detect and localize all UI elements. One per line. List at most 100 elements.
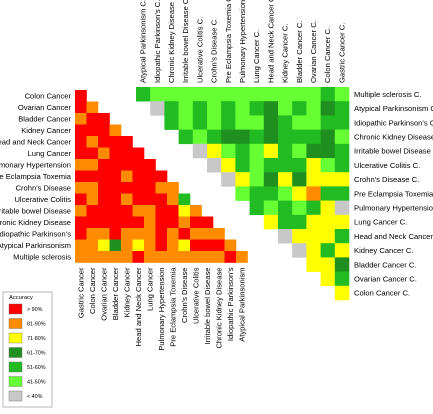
- heatmap-cell: [278, 115, 293, 130]
- legend-label: 81-90%: [27, 322, 46, 328]
- heatmap-cell: [75, 228, 87, 240]
- heatmap-cell: [121, 182, 133, 194]
- heatmap-cell: [201, 228, 214, 240]
- heatmap-cell: [98, 136, 110, 148]
- heatmap-cell: [334, 257, 350, 272]
- heatmap-cell: [86, 159, 99, 171]
- heatmap-cell: [178, 87, 194, 102]
- heatmap-cell: [306, 158, 321, 173]
- heatmap-cell: [320, 214, 336, 230]
- row-label: Ovarian Cancer C.: [354, 275, 417, 284]
- heatmap-cell: [334, 143, 350, 159]
- heatmap-cell: [109, 136, 122, 148]
- heatmap-cell: [249, 87, 265, 102]
- heatmap-cell: [86, 136, 99, 148]
- heatmap-cell: [167, 205, 179, 217]
- upper-col-labels: Atypical Parkinsonism C. Idiopathic Parki…: [139, 0, 347, 83]
- heatmap-cell: [109, 124, 122, 137]
- legend-label: 41-50%: [27, 380, 46, 386]
- legend-title: Accuracy: [9, 295, 33, 301]
- heatmap-cell: [75, 147, 87, 160]
- heatmap-cell: [263, 158, 279, 173]
- row-label: Colon Cancer: [25, 92, 72, 101]
- heatmap-cell: [144, 251, 156, 263]
- heatmap-cell: [155, 205, 168, 217]
- col-label: Pre Eclampsia Toxemia C.: [224, 0, 233, 83]
- heatmap-cell: [249, 186, 265, 201]
- heatmap-cell: [98, 228, 110, 240]
- heatmap-cell: [306, 115, 321, 130]
- row-label: Chronic Kidney Disease: [0, 218, 71, 227]
- heatmap-cell: [221, 143, 236, 159]
- heatmap-cell: [249, 158, 265, 173]
- row-label: Ulcerative Colitis C.: [354, 161, 420, 170]
- heatmap-cell: [334, 115, 350, 130]
- row-label: Head and Neck Cancer C.: [354, 232, 433, 241]
- heatmap-cell: [221, 101, 236, 116]
- heatmap-cell: [320, 158, 336, 173]
- col-label: Atypical Parkinsonism C.: [139, 0, 148, 83]
- legend-label: 51-60%: [27, 365, 46, 371]
- heatmap-cell: [292, 87, 307, 102]
- heatmap-cell: [213, 251, 225, 263]
- heatmap-cell: [164, 101, 179, 116]
- heatmap-cell: [109, 251, 122, 263]
- heatmap-cell: [98, 124, 110, 137]
- heatmap-cell: [75, 170, 87, 183]
- row-label: Pre Eclampsia Toxemia C.: [354, 189, 433, 198]
- col-label: Chronic Kidney Disease: [214, 268, 223, 349]
- heatmap-cell: [75, 124, 87, 137]
- heatmap-cell: [320, 257, 336, 272]
- heatmap-cell: [207, 115, 222, 130]
- heatmap-cell: [132, 216, 145, 229]
- heatmap-cell: [178, 239, 191, 252]
- row-label: Lung Cancer: [28, 149, 72, 158]
- heatmap-cell: [249, 143, 265, 159]
- heatmap-cell: [98, 193, 110, 206]
- legend-swatch: [8, 390, 23, 402]
- col-label: Ovarian Cancer C.: [309, 20, 318, 83]
- heatmap-cell: [155, 193, 168, 206]
- heatmap-cell: [201, 239, 214, 252]
- row-label: Colon Cancer C.: [354, 289, 410, 298]
- heatmap-cell: [292, 143, 307, 159]
- heatmap-cell: [292, 186, 307, 201]
- heatmap-cell: [132, 205, 145, 217]
- col-label: Colon Cancer: [88, 267, 97, 314]
- heatmap-cell: [320, 172, 336, 187]
- heatmap-cell: [192, 101, 208, 116]
- heatmap-cell: [75, 205, 87, 217]
- heatmap-cell: [190, 251, 202, 263]
- heatmap-cell: [164, 87, 179, 102]
- upper-row-labels: Multiple sclerosis C. Atypical Parkinsoni…: [354, 90, 433, 298]
- col-label: Chronic Kidney Disease C.: [167, 0, 176, 83]
- col-label: Irritable bowel Disease: [203, 268, 212, 345]
- heatmap-cell: [75, 113, 87, 125]
- heatmap-cell: [263, 115, 279, 130]
- row-label: Idiopathic Parkinson's: [0, 230, 71, 239]
- heatmap-cell: [334, 243, 350, 258]
- heatmap-cell: [334, 172, 350, 187]
- heatmap-cell: [235, 143, 250, 159]
- row-label: Atypical Parkinsonism: [0, 241, 71, 250]
- heatmap-cell: [278, 229, 293, 244]
- heatmap-cell: [334, 129, 350, 145]
- heatmap-cell: [132, 159, 145, 171]
- heatmap-cell: [192, 87, 208, 102]
- legend: Accuracy > 90% 81-90% 71-80% 61-70% 51-60% 41…: [2, 291, 53, 408]
- heatmap-cell: [75, 216, 87, 229]
- row-label: Pulmonary Hypertension C.: [354, 204, 433, 213]
- heatmap-cell: [98, 159, 110, 171]
- heatmap-cell: [207, 129, 222, 145]
- heatmap-cell: [292, 172, 307, 187]
- heatmap-cell: [178, 129, 194, 145]
- col-label: Ovarian Cancer: [99, 267, 108, 321]
- row-label: Idiopathic Parkinson's C.: [354, 118, 433, 127]
- heatmap-cell: [132, 193, 145, 206]
- heatmap-cell: [221, 172, 236, 187]
- row-label: Kidney Cancer: [21, 126, 71, 135]
- heatmap-cell: [144, 216, 156, 229]
- heatmap-cell: [190, 216, 202, 229]
- heatmap-cell: [235, 115, 250, 130]
- row-label: Multiple sclerosis: [13, 253, 71, 262]
